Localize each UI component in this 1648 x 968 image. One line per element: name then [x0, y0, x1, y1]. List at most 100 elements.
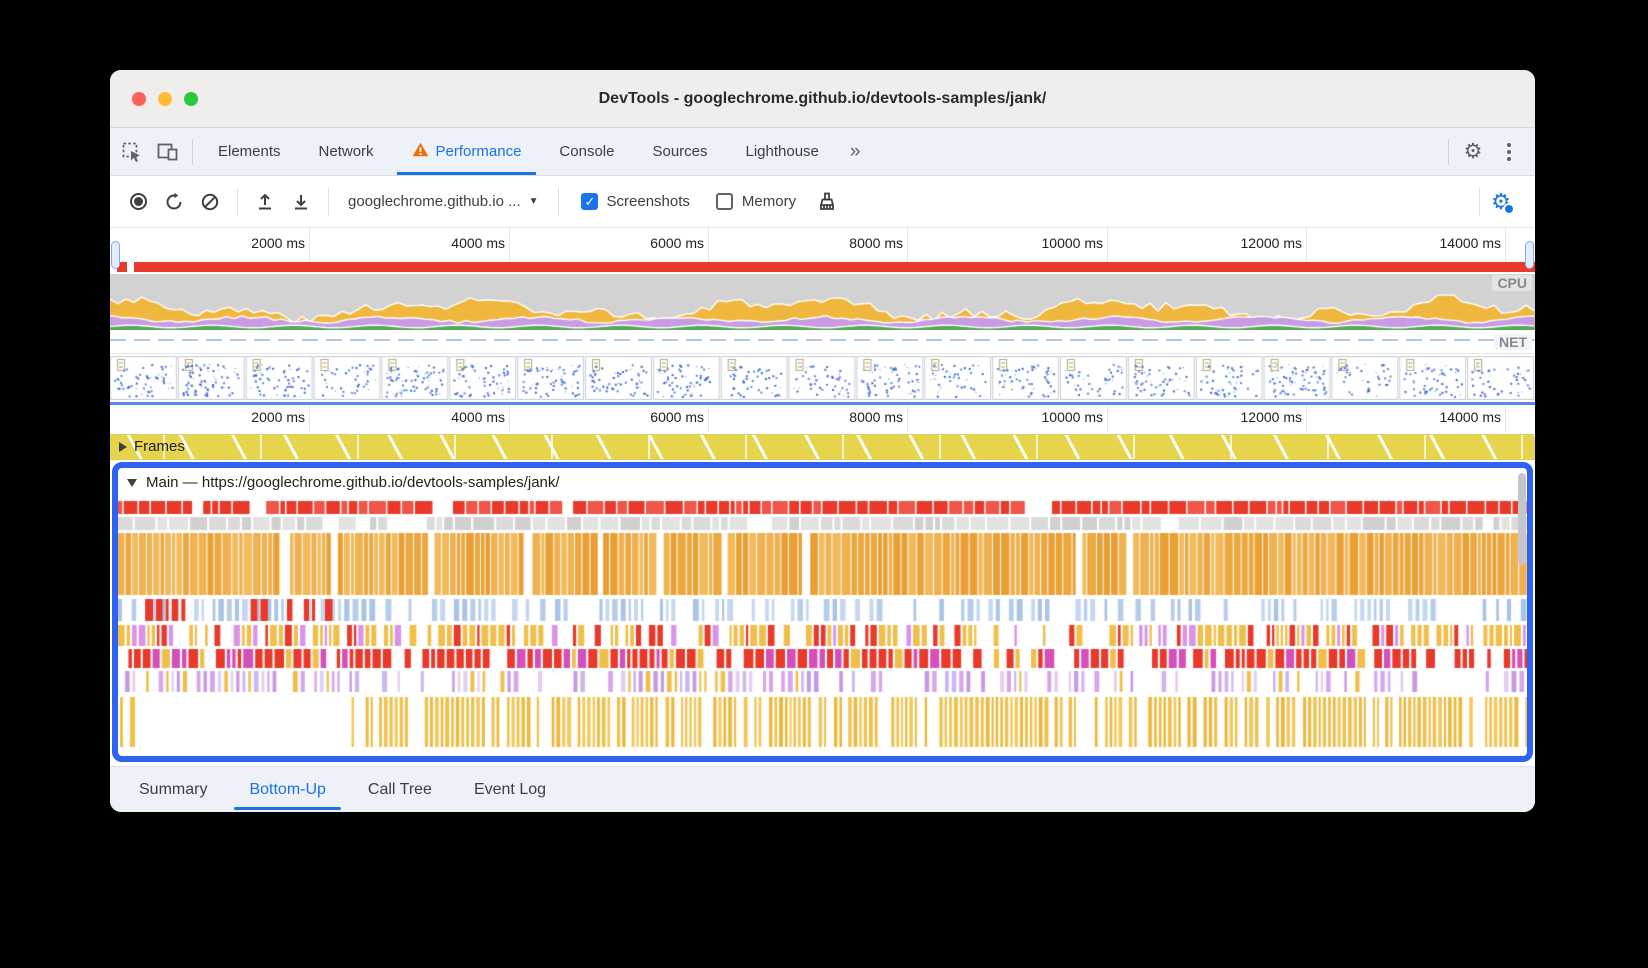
- ruler-gridline: [1107, 228, 1108, 262]
- screenshots-label: Screenshots: [606, 193, 690, 210]
- ruler-tick-label: 4000 ms: [451, 409, 505, 425]
- main-track-section[interactable]: Main — https://googlechrome.github.io/de…: [112, 462, 1533, 762]
- ruler-tick-label: 6000 ms: [650, 235, 704, 251]
- frames-label: Frames: [134, 438, 185, 455]
- divider: [1479, 187, 1480, 216]
- vertical-scrollbar[interactable]: [1518, 473, 1526, 565]
- kebab-menu-icon[interactable]: [1491, 128, 1527, 176]
- tab-sources[interactable]: Sources: [633, 128, 726, 175]
- divider: [1448, 138, 1449, 165]
- devtools-tab-bar: Elements Network Performance Console Sources…: [110, 128, 1535, 176]
- inspect-element-icon[interactable]: [114, 128, 150, 176]
- tab-label: Summary: [139, 780, 208, 798]
- tab-event-log[interactable]: Event Log: [453, 767, 567, 812]
- cpu-activity-chart: [110, 274, 1535, 330]
- history-dropdown[interactable]: googlechrome.github.io ... ▼: [338, 193, 549, 210]
- minimize-button[interactable]: [158, 92, 172, 106]
- tab-lighthouse[interactable]: Lighthouse: [727, 128, 838, 175]
- divider: [192, 139, 193, 165]
- ruler-tick-label: 6000 ms: [650, 409, 704, 425]
- overview-right-handle[interactable]: [1525, 241, 1534, 269]
- main-track-header[interactable]: Main — https://googlechrome.github.io/de…: [118, 468, 1527, 497]
- details-tab-bar: Summary Bottom-Up Call Tree Event Log: [110, 766, 1535, 812]
- ruler-tick-label: 10000 ms: [1041, 409, 1103, 425]
- screenshots-filmstrip[interactable]: [110, 356, 1535, 400]
- section-divider: [110, 402, 1535, 405]
- capture-settings-gear-icon[interactable]: ⚙: [1491, 188, 1515, 215]
- zoom-button[interactable]: [184, 92, 198, 106]
- divider: [328, 187, 329, 216]
- tab-label: Console: [559, 143, 615, 160]
- ruler-tick-label: 10000 ms: [1041, 235, 1103, 251]
- ruler-tick-label: 4000 ms: [451, 235, 505, 251]
- tab-summary[interactable]: Summary: [118, 767, 228, 812]
- settings-gear-icon[interactable]: ⚙: [1463, 140, 1483, 163]
- ruler-tick-label: 14000 ms: [1439, 235, 1501, 251]
- ruler-gridline: [1505, 228, 1506, 262]
- tab-network[interactable]: Network: [300, 128, 393, 175]
- chevron-down-icon: ▼: [528, 196, 539, 207]
- memory-label: Memory: [741, 193, 797, 210]
- ruler-gridline: [509, 228, 510, 262]
- tab-label: Lighthouse: [745, 143, 819, 160]
- ruler-gridline: [1306, 228, 1307, 262]
- tab-elements[interactable]: Elements: [199, 128, 300, 175]
- devtools-window: DevTools - googlechrome.github.io/devtoo…: [110, 70, 1535, 812]
- ruler-gridline: [309, 228, 310, 262]
- track-timeline-ruler: 2000 ms 4000 ms 6000 ms 8000 ms 10000 ms 1200…: [110, 406, 1535, 432]
- timeline-overview[interactable]: CPU NET 2000 ms 4000 ms 6000 ms 8000 ms 1000…: [110, 228, 1535, 402]
- ruler-gridline: [1306, 406, 1307, 432]
- divider: [557, 187, 559, 216]
- tab-label: Call Tree: [367, 780, 432, 798]
- ruler-tick-label: 8000 ms: [849, 235, 903, 251]
- memory-checkbox[interactable]: Memory: [715, 193, 797, 210]
- net-label: NET: [1494, 334, 1532, 350]
- window-title: DevTools - googlechrome.github.io/devtoo…: [598, 89, 1047, 107]
- ruler-gridline: [907, 228, 908, 262]
- overview-long-tasks-band: [110, 262, 1535, 272]
- ruler-gridline: [708, 228, 709, 262]
- tab-performance[interactable]: Performance: [393, 128, 541, 175]
- tab-label: Elements: [218, 143, 281, 160]
- load-profile-icon[interactable]: [247, 184, 283, 220]
- panel-tabs: Elements Network Performance Console Sources…: [199, 128, 872, 175]
- ruler-tick-label: 14000 ms: [1439, 409, 1501, 425]
- checkbox-box: [580, 193, 598, 210]
- performance-toolbar: googlechrome.github.io ... ▼ Screenshots…: [110, 176, 1535, 228]
- tab-console[interactable]: Console: [540, 128, 633, 175]
- tab-label: »: [849, 140, 861, 162]
- screenshots-checkbox[interactable]: Screenshots: [580, 193, 690, 210]
- clear-recording-icon[interactable]: [192, 184, 228, 220]
- main-track-label: Main — https://googlechrome.github.io/de…: [146, 474, 560, 491]
- ruler-tick-label: 2000 ms: [251, 235, 305, 251]
- ruler-tick-label: 8000 ms: [849, 409, 903, 425]
- tab-label: Bottom-Up: [249, 780, 326, 798]
- ruler-gridline: [1505, 406, 1506, 432]
- ruler-tick-label: 12000 ms: [1240, 409, 1302, 425]
- tab-more[interactable]: »: [838, 128, 873, 175]
- record-button[interactable]: [120, 184, 156, 220]
- tab-bottom-up[interactable]: Bottom-Up: [228, 767, 346, 812]
- tab-label: Sources: [652, 143, 708, 160]
- device-toolbar-icon[interactable]: [150, 128, 186, 176]
- frames-track-header[interactable]: Frames: [119, 438, 185, 455]
- save-profile-icon[interactable]: [283, 184, 319, 220]
- cpu-label: CPU: [1492, 275, 1532, 291]
- network-overview-row: [110, 332, 1535, 354]
- overview-left-handle[interactable]: [111, 241, 120, 269]
- history-dropdown-label: googlechrome.github.io ...: [348, 193, 521, 210]
- collapse-arrow-icon: [127, 478, 137, 487]
- checkbox-box: [715, 193, 733, 210]
- expand-arrow-icon: [119, 441, 127, 452]
- ruler-gridline: [309, 406, 310, 432]
- reload-and-record-button[interactable]: [156, 184, 192, 220]
- frames-track[interactable]: Frames: [110, 434, 1535, 460]
- tab-call-tree[interactable]: Call Tree: [347, 767, 453, 812]
- ruler-gridline: [509, 406, 510, 432]
- traffic-lights: [132, 70, 198, 128]
- main-flame-chart[interactable]: [118, 497, 1527, 751]
- close-button[interactable]: [132, 92, 146, 106]
- titlebar[interactable]: DevTools - googlechrome.github.io/devtoo…: [110, 70, 1535, 128]
- collect-garbage-icon[interactable]: [809, 184, 845, 220]
